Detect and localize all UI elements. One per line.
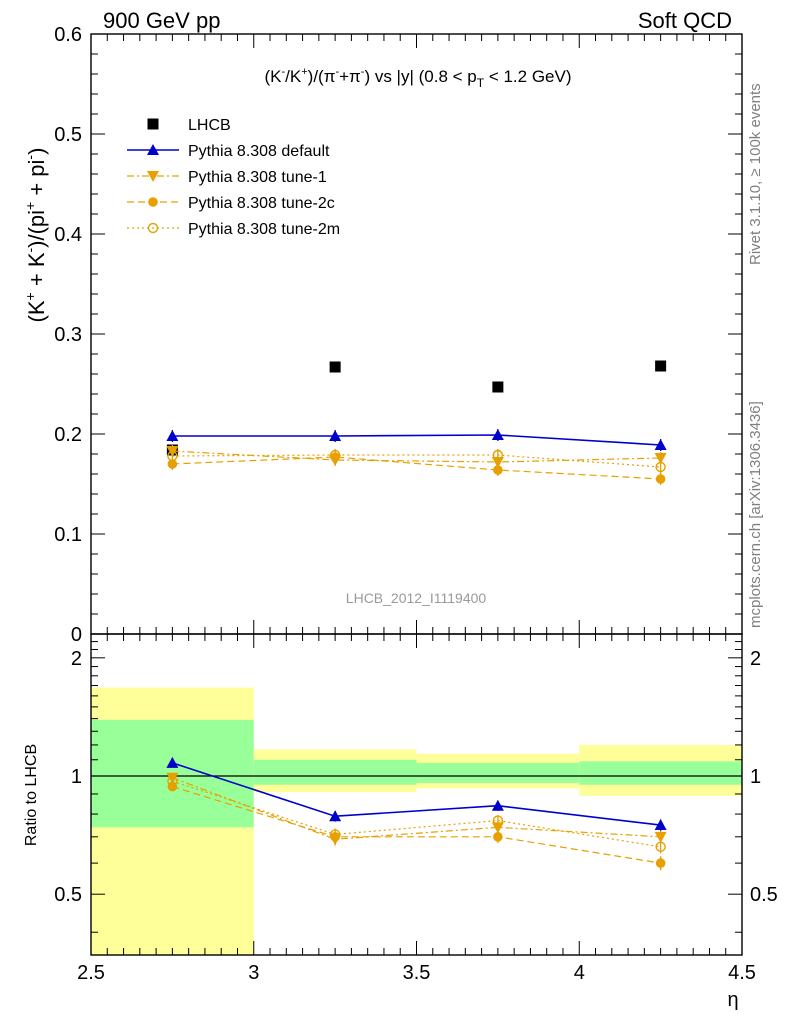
top-data-point-3-3 [655,474,666,484]
top-data-point-3-2 [493,465,503,475]
ratio-data-point-1-3 [654,831,667,843]
top-y-tick-label: 0.4 [54,224,82,246]
ratio-data-point-2-2 [493,832,503,842]
x-tick-label: 4.5 [728,962,756,984]
top-data-point-3-0 [167,459,178,469]
ratio-data-point-2-0 [167,781,178,792]
ratio-y-tick-label-right: 0.5 [750,884,778,906]
ratio-y-tick-label: 1 [71,766,82,788]
plot-title: (K-/K+)/(π-+π-) vs |y| (0.8 < pT < 1.2 G… [264,66,571,90]
ratio-series-line-3 [172,780,661,848]
legend-marker-2 [147,171,159,182]
top-data-point-4-1 [329,449,341,461]
top-y-tick-label: 0 [71,624,82,646]
top-series-line-3 [172,456,661,480]
top-data-point-0-1 [329,361,341,373]
x-tick-label: 4 [574,962,585,984]
ratio-data-point-3-3 [655,841,666,853]
legend-label-4: Pythia 8.308 tune-2m [188,221,340,238]
ratio-data-point-3-2 [492,815,504,826]
top-y-tick-label: 0.1 [54,524,82,546]
top-data-point-2-2 [491,457,504,468]
legend-marker-1 [147,144,159,155]
top-series-line-2 [172,450,661,463]
top-series-line-1 [172,434,661,446]
x-tick-label: 3.5 [403,962,431,984]
ratio-y-axis-label: Ratio to LHCB [23,744,40,846]
legend-marker-4 [147,222,159,234]
ratio-data-point-0-3 [654,819,667,831]
ratio-y-tick-label-right: 2 [750,648,761,670]
top-data-point-1-3 [654,439,667,450]
ratio-data-point-3-0 [167,776,178,787]
ratio-data-point-1-2 [491,822,504,834]
top-y-tick-label: 0.2 [54,424,82,446]
legend-label-1: Pythia 8.308 default [188,143,330,160]
analysis-watermark: LHCB_2012_I1119400 [346,590,487,606]
ratio-data-point-2-3 [655,858,666,868]
rivet-version-label: Rivet 3.1.10, ≥ 100k events [747,83,764,265]
top-data-point-1-1 [329,430,342,441]
x-axis-label: η [727,989,738,1011]
legend-label-2: Pythia 8.308 tune-1 [188,169,327,186]
ratio-green-band-3 [579,761,742,785]
ratio-data-point-0-2 [491,799,504,811]
ratio-y-tick-label-right: 1 [750,766,761,788]
top-data-point-1-2 [491,429,504,440]
top-data-point-0-3 [655,360,667,372]
legend-label-0: LHCB [188,117,231,134]
x-tick-label: 3 [248,962,259,984]
ratio-data-point-0-1 [329,810,342,822]
ratio-green-band-2 [416,762,580,783]
legend-marker-3 [148,197,158,207]
ratio-series-line-1 [172,777,661,840]
ratio-data-point-3-1 [329,829,341,840]
ratio-green-band-1 [253,759,417,785]
top-y-axis-label: (K+ + K-)/(pi+ + pi-) [22,148,49,323]
legend-label-3: Pythia 8.308 tune-2c [188,195,335,212]
ratio-y-tick-label: 2 [71,648,82,670]
ratio-data-point-0-0 [166,756,179,768]
top-data-point-4-3 [655,461,666,473]
top-y-tick-label: 0.5 [54,124,82,146]
top-y-tick-label: 0.6 [54,24,82,46]
header-left: 900 GeV pp [103,8,220,33]
header-right: Soft QCD [638,8,732,33]
top-series-line-4 [172,454,661,468]
legend-marker-0 [147,118,159,130]
top-data-point-1-0 [166,430,179,441]
top-data-point-0-2 [492,381,504,393]
top-data-point-2-3 [654,453,667,464]
mcplots-reference-label: mcplots.cern.ch [arXiv:1306.3436] [747,401,764,628]
top-data-point-4-0 [167,450,178,462]
x-tick-label: 2.5 [77,962,105,984]
top-data-point-4-2 [492,449,504,461]
ratio-y-tick-label: 0.5 [54,884,82,906]
ratio-series-line-0 [172,762,661,826]
top-y-tick-label: 0.3 [54,324,82,346]
